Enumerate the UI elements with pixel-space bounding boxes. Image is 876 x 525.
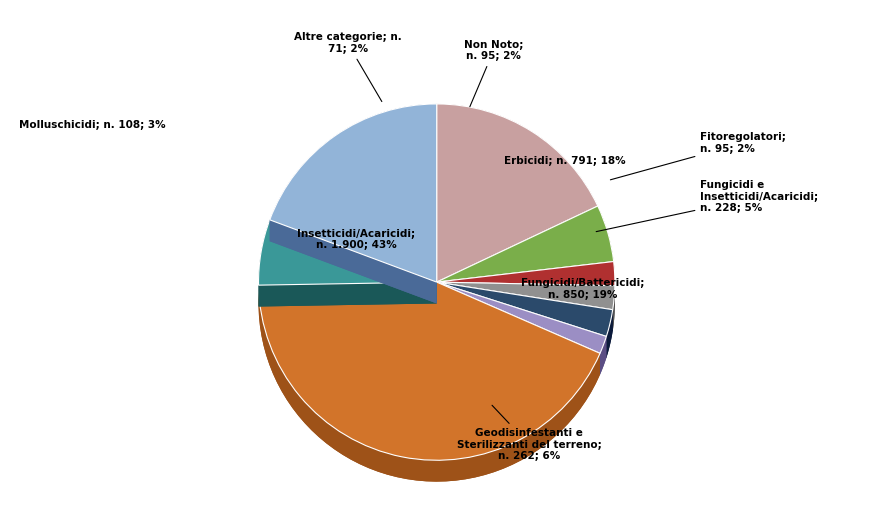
Polygon shape (258, 303, 600, 481)
Polygon shape (436, 282, 606, 358)
Wedge shape (258, 220, 436, 285)
Wedge shape (436, 282, 606, 353)
Text: Insetticidi/Acaricidi;
n. 1.900; 43%: Insetticidi/Acaricidi; n. 1.900; 43% (298, 228, 415, 250)
Polygon shape (436, 283, 615, 307)
Polygon shape (270, 125, 436, 303)
Polygon shape (436, 303, 612, 358)
Polygon shape (436, 206, 597, 303)
Polygon shape (436, 282, 612, 331)
Polygon shape (614, 261, 615, 307)
Polygon shape (600, 337, 606, 375)
Polygon shape (258, 241, 436, 307)
Text: Fitoregolatori;
n. 95; 2%: Fitoregolatori; n. 95; 2% (611, 132, 787, 180)
Polygon shape (258, 285, 600, 481)
Polygon shape (436, 104, 597, 227)
Wedge shape (270, 104, 436, 282)
Text: Fungicidi/Battericidi;
n. 850; 19%: Fungicidi/Battericidi; n. 850; 19% (521, 278, 645, 300)
Text: Fungicidi e
Insetticidi/Acaricidi;
n. 228; 5%: Fungicidi e Insetticidi/Acaricidi; n. 22… (597, 180, 818, 232)
Polygon shape (436, 303, 606, 375)
Polygon shape (436, 261, 614, 303)
Wedge shape (436, 282, 612, 337)
Text: Geodisinfestanti e
Sterilizzanti del terreno;
n. 262; 6%: Geodisinfestanti e Sterilizzanti del ter… (457, 405, 602, 461)
Wedge shape (436, 282, 615, 310)
Polygon shape (436, 282, 612, 331)
Text: Erbicidi; n. 791; 18%: Erbicidi; n. 791; 18% (505, 156, 626, 166)
Wedge shape (436, 261, 615, 286)
Polygon shape (258, 282, 436, 307)
Polygon shape (436, 125, 597, 303)
Polygon shape (436, 282, 600, 375)
Polygon shape (270, 220, 436, 303)
Text: Altre categorie; n.
71; 2%: Altre categorie; n. 71; 2% (293, 33, 401, 101)
Polygon shape (597, 206, 614, 283)
Polygon shape (606, 310, 612, 358)
Polygon shape (258, 282, 436, 307)
Polygon shape (436, 206, 597, 303)
Polygon shape (612, 286, 615, 331)
Polygon shape (436, 303, 615, 331)
Polygon shape (270, 104, 436, 241)
Text: Non Noto;
n. 95; 2%: Non Noto; n. 95; 2% (464, 39, 523, 107)
Polygon shape (270, 220, 436, 303)
Polygon shape (436, 282, 615, 307)
Polygon shape (436, 282, 606, 358)
Polygon shape (258, 220, 270, 307)
Text: Molluschicidi; n. 108; 3%: Molluschicidi; n. 108; 3% (19, 120, 166, 130)
Polygon shape (436, 227, 614, 303)
Wedge shape (258, 282, 600, 460)
Wedge shape (436, 206, 614, 282)
Polygon shape (436, 261, 614, 303)
Wedge shape (436, 104, 597, 282)
Polygon shape (436, 282, 615, 307)
Polygon shape (436, 282, 600, 375)
